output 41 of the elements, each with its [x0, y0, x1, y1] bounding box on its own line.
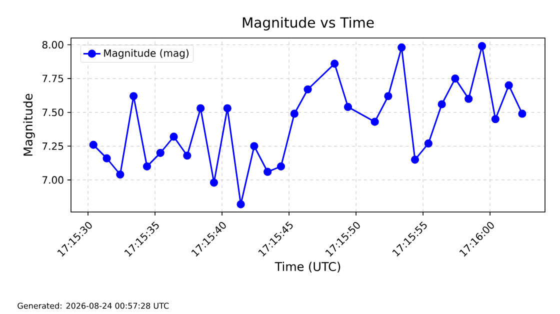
- y-axis-title: Magnitude: [23, 94, 35, 156]
- point: [102, 154, 111, 162]
- point: [478, 42, 486, 50]
- point: [384, 92, 392, 100]
- point: [491, 115, 500, 124]
- point: [250, 142, 258, 150]
- point: [438, 100, 446, 108]
- point: [276, 162, 286, 170]
- point: [130, 92, 138, 100]
- point: [183, 152, 192, 160]
- y-tick-label: 8.00: [42, 40, 64, 49]
- text: Generated: 2026-08-24 00:57:28 UTC: [18, 302, 169, 309]
- point: [451, 74, 460, 83]
- y-tick-label: 7.00: [42, 176, 64, 184]
- point: [223, 104, 232, 112]
- point: [290, 110, 298, 118]
- point: [142, 162, 152, 170]
- point: [370, 118, 379, 126]
- point: [116, 170, 124, 179]
- point: [264, 168, 272, 176]
- point: [170, 132, 178, 141]
- point: [424, 139, 432, 148]
- point: [89, 140, 98, 149]
- point: [210, 178, 218, 187]
- point: [344, 102, 352, 111]
- point: [236, 200, 245, 208]
- y-tick-label: 7.50: [42, 108, 64, 116]
- point: [196, 104, 205, 112]
- y-tick-label: 7.25: [42, 142, 64, 150]
- x-axis-title: Time (UTC): [274, 262, 340, 272]
- point: [156, 148, 164, 157]
- point: [330, 60, 339, 68]
- y-tick-label: 7.75: [42, 74, 64, 82]
- point: [464, 94, 473, 103]
- point: [504, 81, 513, 90]
- point: [410, 156, 420, 164]
- point: [398, 43, 406, 52]
- point: [304, 85, 312, 94]
- chart-title: Magnitude vs Time: [242, 16, 374, 30]
- legend-label: Magnitude (mag): [104, 49, 189, 59]
- point: [518, 110, 526, 118]
